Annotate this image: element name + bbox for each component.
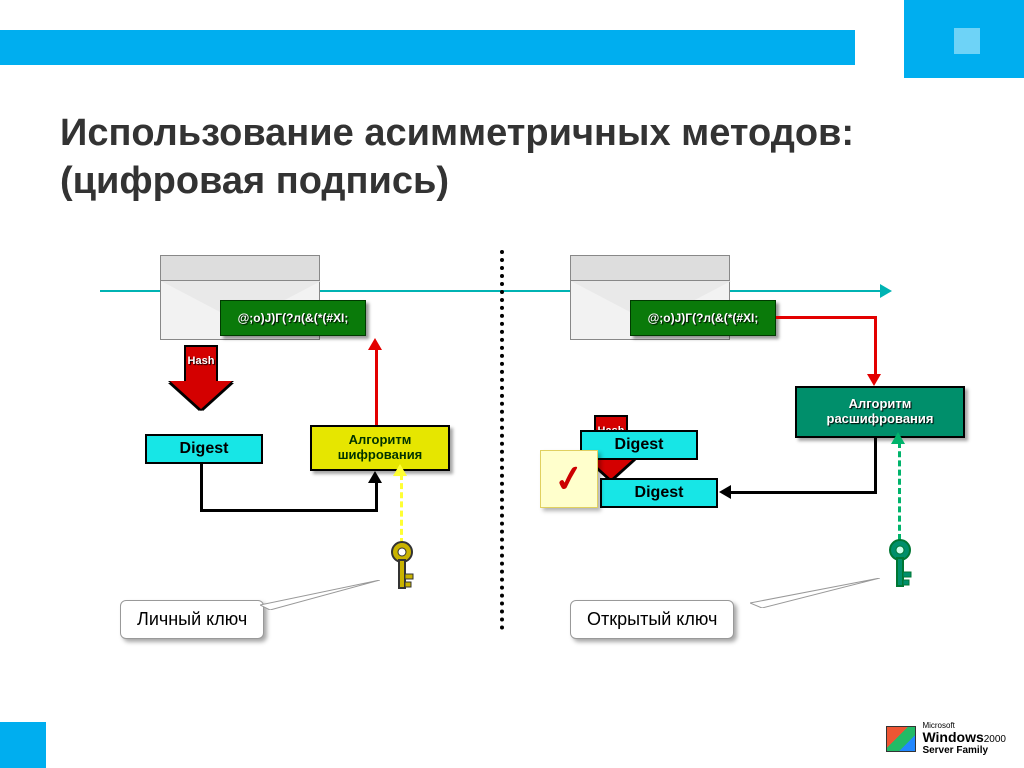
left-key-dash-head bbox=[393, 464, 407, 476]
center-divider bbox=[500, 250, 504, 630]
windows-logo: Microsoft Windows2000 Server Family bbox=[886, 722, 1006, 756]
left-hash-label: Hash bbox=[170, 355, 232, 367]
footer-square bbox=[0, 722, 46, 768]
right-digest2-box: Digest bbox=[600, 478, 718, 508]
check-mark-icon: ✓ bbox=[551, 456, 587, 502]
left-digest-to-algo-head bbox=[368, 471, 382, 483]
left-digest-label: Digest bbox=[180, 440, 229, 458]
left-algo-to-cipher bbox=[375, 348, 378, 425]
left-key-icon bbox=[380, 540, 424, 596]
right-digest2-label: Digest bbox=[635, 484, 684, 502]
right-key-icon bbox=[878, 538, 922, 594]
left-key-callout-text: Личный ключ bbox=[137, 609, 247, 629]
left-algo-box: Алгоритм шифрования bbox=[310, 425, 450, 471]
left-algo-label: Алгоритм шифрования bbox=[312, 433, 448, 463]
left-digest-box: Digest bbox=[145, 434, 263, 464]
top-bar bbox=[0, 30, 855, 65]
left-hash-arrow: Hash bbox=[170, 345, 232, 415]
left-digest-to-algo-h bbox=[200, 509, 375, 512]
windows-flag-icon bbox=[886, 726, 916, 752]
compare-check-note: ✓ bbox=[540, 450, 598, 508]
right-key-dash-head bbox=[891, 432, 905, 444]
right-callout-tail bbox=[750, 578, 880, 608]
right-algo-box: Алгоритм расшифрования bbox=[795, 386, 965, 438]
right-cipher-to-algo-h bbox=[776, 316, 876, 319]
transmit-arrow-head bbox=[880, 284, 892, 298]
right-algo-to-digest-v bbox=[874, 438, 877, 493]
right-algo-to-digest-head bbox=[719, 485, 731, 499]
left-digest-to-algo-v2 bbox=[375, 482, 378, 512]
left-algo-to-cipher-head bbox=[368, 338, 382, 350]
corner-square-inner bbox=[954, 28, 980, 54]
left-digest-to-algo-v bbox=[200, 464, 203, 512]
right-cipher-to-algo-v bbox=[874, 316, 877, 374]
right-key-callout-text: Открытый ключ bbox=[587, 609, 717, 629]
right-cipher-text: @;o)J)Г(?л(&(*(#XI; bbox=[648, 311, 759, 325]
left-cipher-box: @;o)J)Г(?л(&(*(#XI; bbox=[220, 300, 366, 336]
windows-logo-text: Microsoft Windows2000 Server Family bbox=[922, 722, 1006, 756]
left-key-callout: Личный ключ bbox=[120, 600, 264, 639]
right-key-callout: Открытый ключ bbox=[570, 600, 734, 639]
right-algo-label: Алгоритм расшифрования bbox=[797, 397, 963, 427]
diagram: @;o)J)Г(?л(&(*(#XI; Hash Digest Алгоритм… bbox=[60, 250, 980, 670]
right-cipher-box: @;o)J)Г(?л(&(*(#XI; bbox=[630, 300, 776, 336]
slide: Использование асимметричных методов: (ци… bbox=[0, 0, 1024, 768]
left-key-dash bbox=[400, 474, 403, 544]
page-title: Использование асимметричных методов: (ци… bbox=[60, 110, 920, 205]
right-digest1-label: Digest bbox=[615, 436, 664, 454]
right-algo-to-digest-h bbox=[730, 491, 877, 494]
right-cipher-to-algo-head bbox=[867, 374, 881, 386]
left-callout-tail bbox=[260, 580, 380, 610]
left-cipher-text: @;o)J)Г(?л(&(*(#XI; bbox=[238, 311, 349, 325]
right-key-dash bbox=[898, 442, 901, 540]
